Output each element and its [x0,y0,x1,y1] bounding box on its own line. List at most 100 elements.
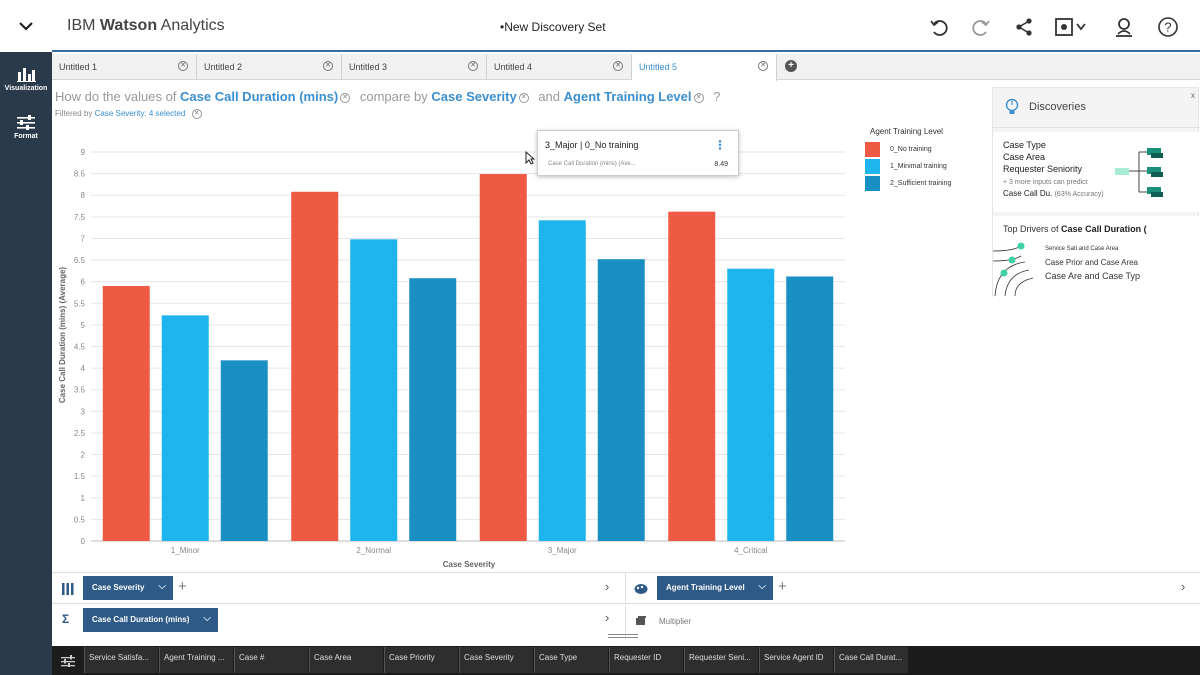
filter-value[interactable]: Case Severity: 4 selected [94,109,186,119]
discoveries-panel: Discoveries x Case Type Case Area Reques… [992,87,1200,298]
pill-label: Case Call Duration (mins) [92,615,190,624]
tooltip-measure-label: Case Call Duration (mins) (Ave... [548,161,636,167]
top-bar: IBM Watson Analytics •New Discovery Set … [0,0,1200,52]
add-column-field-icon[interactable]: + [178,578,187,595]
y-tick-label: 0.5 [74,515,86,524]
chevron-down-icon[interactable]: ⌵ [158,581,166,592]
discovery-card-drivers[interactable]: Top Drivers of Case Call Duration ( Serv… [993,216,1200,298]
column-chip[interactable]: Service Agent ID [759,647,833,673]
question-text-2: compare by [359,89,428,104]
close-tab-icon[interactable]: ✕ [323,61,333,71]
column-chip[interactable]: Case # [234,647,308,673]
x-tick-label: 1_Minor [171,546,200,555]
y-tick-label: 1.5 [74,472,86,481]
bar-3_Major-0_No training[interactable] [479,174,527,541]
legend-item[interactable]: 1_Minimal training [865,158,985,174]
question-term-duration[interactable]: Case Call Duration (mins) [180,89,339,104]
column-chip[interactable]: Case Severity [459,647,533,673]
filter-line: Filtered by Case Severity: 4 selected ✕ [55,109,208,119]
user-profile-button[interactable] [1111,14,1137,40]
y-tick-label: 1 [81,494,86,503]
undo-button[interactable] [926,14,952,40]
remove-filter-icon[interactable]: ✕ [191,109,202,119]
bar-1_Minor-1_Minimal training[interactable] [161,315,209,541]
bar-4_Critical-1_Minimal training[interactable] [727,268,775,541]
document-title[interactable]: •New Discovery Set [500,20,606,34]
close-tab-icon[interactable]: ✕ [468,61,478,71]
tab-untitled-1[interactable]: Untitled 1 ✕ [52,54,197,80]
bar-2_Normal-1_Minimal training[interactable] [350,239,398,541]
more-options-icon[interactable]: ⋮ [714,138,726,152]
bar-3_Major-2_Sufficient training[interactable] [597,259,645,541]
close-tab-icon[interactable]: ✕ [758,61,768,71]
bar-1_Minor-0_No training[interactable] [102,285,150,541]
resize-handle[interactable] [608,634,638,638]
color-field-pill[interactable]: Agent Training Level ⌵ [657,576,773,600]
bar-2_Normal-0_No training[interactable] [291,191,339,541]
left-rail: Visualization Format [0,52,52,675]
column-chip[interactable]: Case Area [309,647,383,673]
remove-term-icon[interactable]: ✕ [518,92,529,103]
discovery-card-predictors[interactable]: Case Type Case Area Requester Seniority … [993,132,1200,212]
column-chip[interactable]: Service Satisfa... [84,647,158,673]
main-menu-button[interactable] [0,0,52,52]
legend-item[interactable]: 0_No training [865,141,985,157]
legend-swatch-0 [865,142,880,157]
share-button[interactable] [1011,14,1037,40]
remove-term-icon[interactable]: ✕ [693,92,704,103]
y-tick-label: 2.5 [74,429,86,438]
question-term-severity[interactable]: Case Severity [431,89,517,104]
tab-untitled-3[interactable]: Untitled 3 ✕ [342,54,487,80]
drivers-spiral-icon [993,242,1034,296]
legend-item[interactable]: 2_Sufficient training [865,175,985,191]
legend-label: 0_No training [890,146,932,153]
chevron-right-icon[interactable]: › [1181,579,1186,594]
svg-text:?: ? [1164,20,1171,35]
column-chip[interactable]: Case Priority [384,647,458,673]
question-text-1: How do the values of [55,89,177,104]
y-tick-label: 3 [81,407,86,416]
bar-2_Normal-2_Sufficient training[interactable] [409,278,457,541]
value-field-pill[interactable]: Case Call Duration (mins) ⌵ [83,608,218,632]
column-chip[interactable]: Agent Training ... [159,647,233,673]
chevron-down-icon[interactable]: ⌵ [758,581,766,592]
tab-untitled-5[interactable]: Untitled 5 ✕ [632,54,777,81]
predictor-line: Case Area [1003,152,1046,162]
column-chip[interactable]: Requester ID [609,647,683,673]
y-tick-label: 8 [81,191,86,200]
bar-4_Critical-0_No training[interactable] [668,211,716,541]
x-axis-ticks: 1_Minor 2_Normal 3_Major 4_Critical [171,546,768,555]
add-tab-button[interactable]: + [785,60,797,72]
question-term-training[interactable]: Agent Training Level [563,89,692,104]
close-tab-icon[interactable]: ✕ [613,61,623,71]
driver-item: Case Are and Case Typ [1045,271,1140,281]
chevron-right-icon[interactable]: › [605,579,610,594]
close-icon[interactable]: x [1191,91,1195,100]
rail-visualization-button[interactable]: Visualization [0,66,52,92]
bar-3_Major-1_Minimal training[interactable] [538,220,586,541]
column-chip[interactable]: Requester Seni... [684,647,758,673]
rail-format-label: Format [14,133,38,140]
multiplier-label[interactable]: Multiplier [659,617,692,626]
close-tab-icon[interactable]: ✕ [178,61,188,71]
chevron-right-icon[interactable]: › [605,610,610,625]
column-chip[interactable]: Case Type [534,647,608,673]
bar-4_Critical-2_Sufficient training[interactable] [786,276,834,541]
predictor-line: Case Type [1003,140,1046,150]
columns-settings-button[interactable] [52,646,83,675]
columns-field-pill[interactable]: Case Severity ⌵ [83,576,173,600]
add-color-field-icon[interactable]: + [778,578,787,595]
tab-untitled-2[interactable]: Untitled 2 ✕ [197,54,342,80]
redo-button[interactable] [968,14,994,40]
tab-label: Untitled 2 [204,62,243,72]
export-menu-button[interactable] [1054,14,1088,40]
column-chip[interactable]: Case Call Durat... [834,647,908,673]
tab-untitled-4[interactable]: Untitled 4 ✕ [487,54,632,80]
bar-1_Minor-2_Sufficient training[interactable] [220,360,268,541]
discoveries-header: Discoveries x [993,88,1200,128]
help-button[interactable]: ? [1155,14,1181,40]
chevron-down-icon[interactable]: ⌵ [203,613,211,624]
x-tick-label: 3_Major [548,546,577,555]
remove-term-icon[interactable]: ✕ [340,92,351,103]
rail-format-button[interactable]: Format [0,114,52,140]
